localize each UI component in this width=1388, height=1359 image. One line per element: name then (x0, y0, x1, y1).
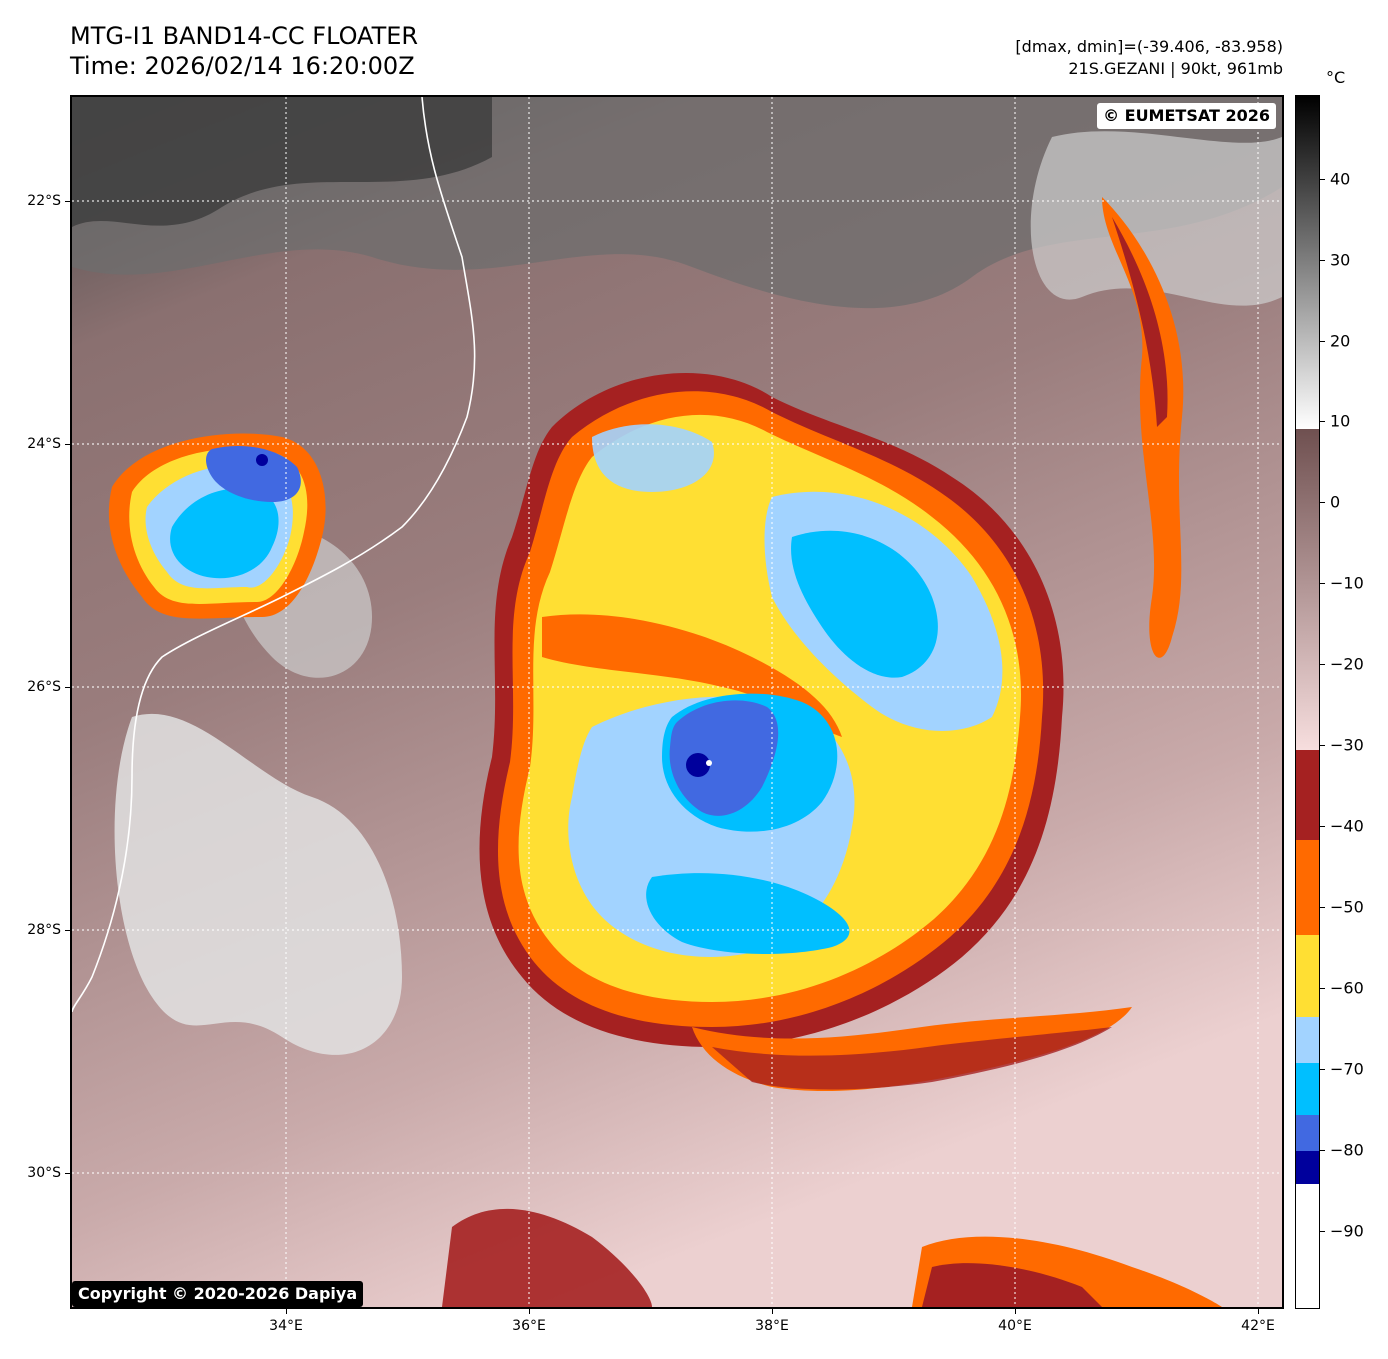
bright-cloud-west (114, 713, 402, 1055)
satellite-imagery (72, 97, 1282, 1307)
lat-tick (65, 930, 70, 931)
colorbar-tick (1320, 179, 1325, 180)
copyright-label: Copyright © 2020-2026 Dapiya (72, 1281, 364, 1307)
lat-tick (65, 201, 70, 202)
lon-tick (529, 1309, 530, 1314)
lat-label-28s: 28°S (27, 922, 61, 938)
lat-tick (65, 444, 70, 445)
colorbar-gradient (1296, 96, 1319, 1308)
east-rainband (1102, 197, 1184, 658)
south-band-red-2 (442, 1208, 652, 1307)
data-range-text: [dmax, dmin]=(-39.406, -83.958) (1015, 37, 1283, 56)
south-band-red (922, 1263, 1102, 1307)
bright-cloud-ne (1030, 131, 1282, 306)
lon-label-34e: 34°E (269, 1318, 303, 1334)
dark-cloud-tops (72, 97, 492, 227)
satellite-map (70, 95, 1284, 1309)
east-rainband-edge (1112, 217, 1168, 427)
lat-label-24s: 24°S (27, 436, 61, 452)
colorbar-tick (1320, 664, 1325, 665)
colorbar-label: −30 (1330, 735, 1364, 755)
colorbar-label: −10 (1330, 573, 1364, 593)
colorbar-label: −80 (1330, 1140, 1364, 1160)
colorbar-tick (1320, 1150, 1325, 1151)
colorbar-label: −60 (1330, 978, 1364, 998)
lon-tick (1015, 1309, 1016, 1314)
storm-info-text: 21S.GEZANI | 90kt, 961mb (1068, 59, 1283, 78)
lon-label-42e: 42°E (1241, 1318, 1275, 1334)
colorbar-label: 0 (1330, 492, 1341, 512)
colorbar-label: 40 (1330, 169, 1351, 189)
colorbar-tick (1320, 260, 1325, 261)
colorbar-tick (1320, 1069, 1325, 1070)
colorbar-label: −40 (1330, 816, 1364, 836)
colorbar-unit: °C (1326, 68, 1346, 87)
lat-label-26s: 26°S (27, 679, 61, 695)
lat-tick (65, 687, 70, 688)
cyclone-gezani (479, 373, 1132, 1092)
colorbar-tick (1320, 341, 1325, 342)
colorbar-tick (1320, 988, 1325, 989)
lon-label-40e: 40°E (998, 1318, 1032, 1334)
lon-tick (286, 1309, 287, 1314)
colorbar-label: −20 (1330, 654, 1364, 674)
lat-label-22s: 22°S (27, 193, 61, 209)
chart-time: Time: 2026/02/14 16:20:00Z (70, 52, 415, 80)
provider-label: © EUMETSAT 2026 (1097, 103, 1276, 129)
colorbar-label: 20 (1330, 331, 1351, 351)
lon-label-38e: 38°E (755, 1318, 789, 1334)
lon-tick (1258, 1309, 1259, 1314)
colorbar-label: −50 (1330, 897, 1364, 917)
coastline (72, 97, 476, 1013)
chart-title: MTG-I1 BAND14-CC FLOATER (70, 22, 419, 50)
colorbar (1295, 95, 1320, 1309)
colorbar-tick (1320, 907, 1325, 908)
colorbar-label: 30 (1330, 250, 1351, 270)
colorbar-label: −90 (1330, 1221, 1364, 1241)
colorbar-tick (1320, 826, 1325, 827)
lat-label-30s: 30°S (27, 1165, 61, 1181)
colorbar-tick (1320, 1231, 1325, 1232)
convective-cell-nw (108, 433, 326, 619)
colorbar-tick (1320, 502, 1325, 503)
colorbar-label: −70 (1330, 1059, 1364, 1079)
lon-label-36e: 36°E (512, 1318, 546, 1334)
colorbar-tick (1320, 745, 1325, 746)
lat-tick (65, 1173, 70, 1174)
graticule (72, 97, 1282, 1307)
colorbar-tick (1320, 583, 1325, 584)
colorbar-label: 10 (1330, 411, 1351, 431)
colorbar-tick (1320, 421, 1325, 422)
lon-tick (772, 1309, 773, 1314)
